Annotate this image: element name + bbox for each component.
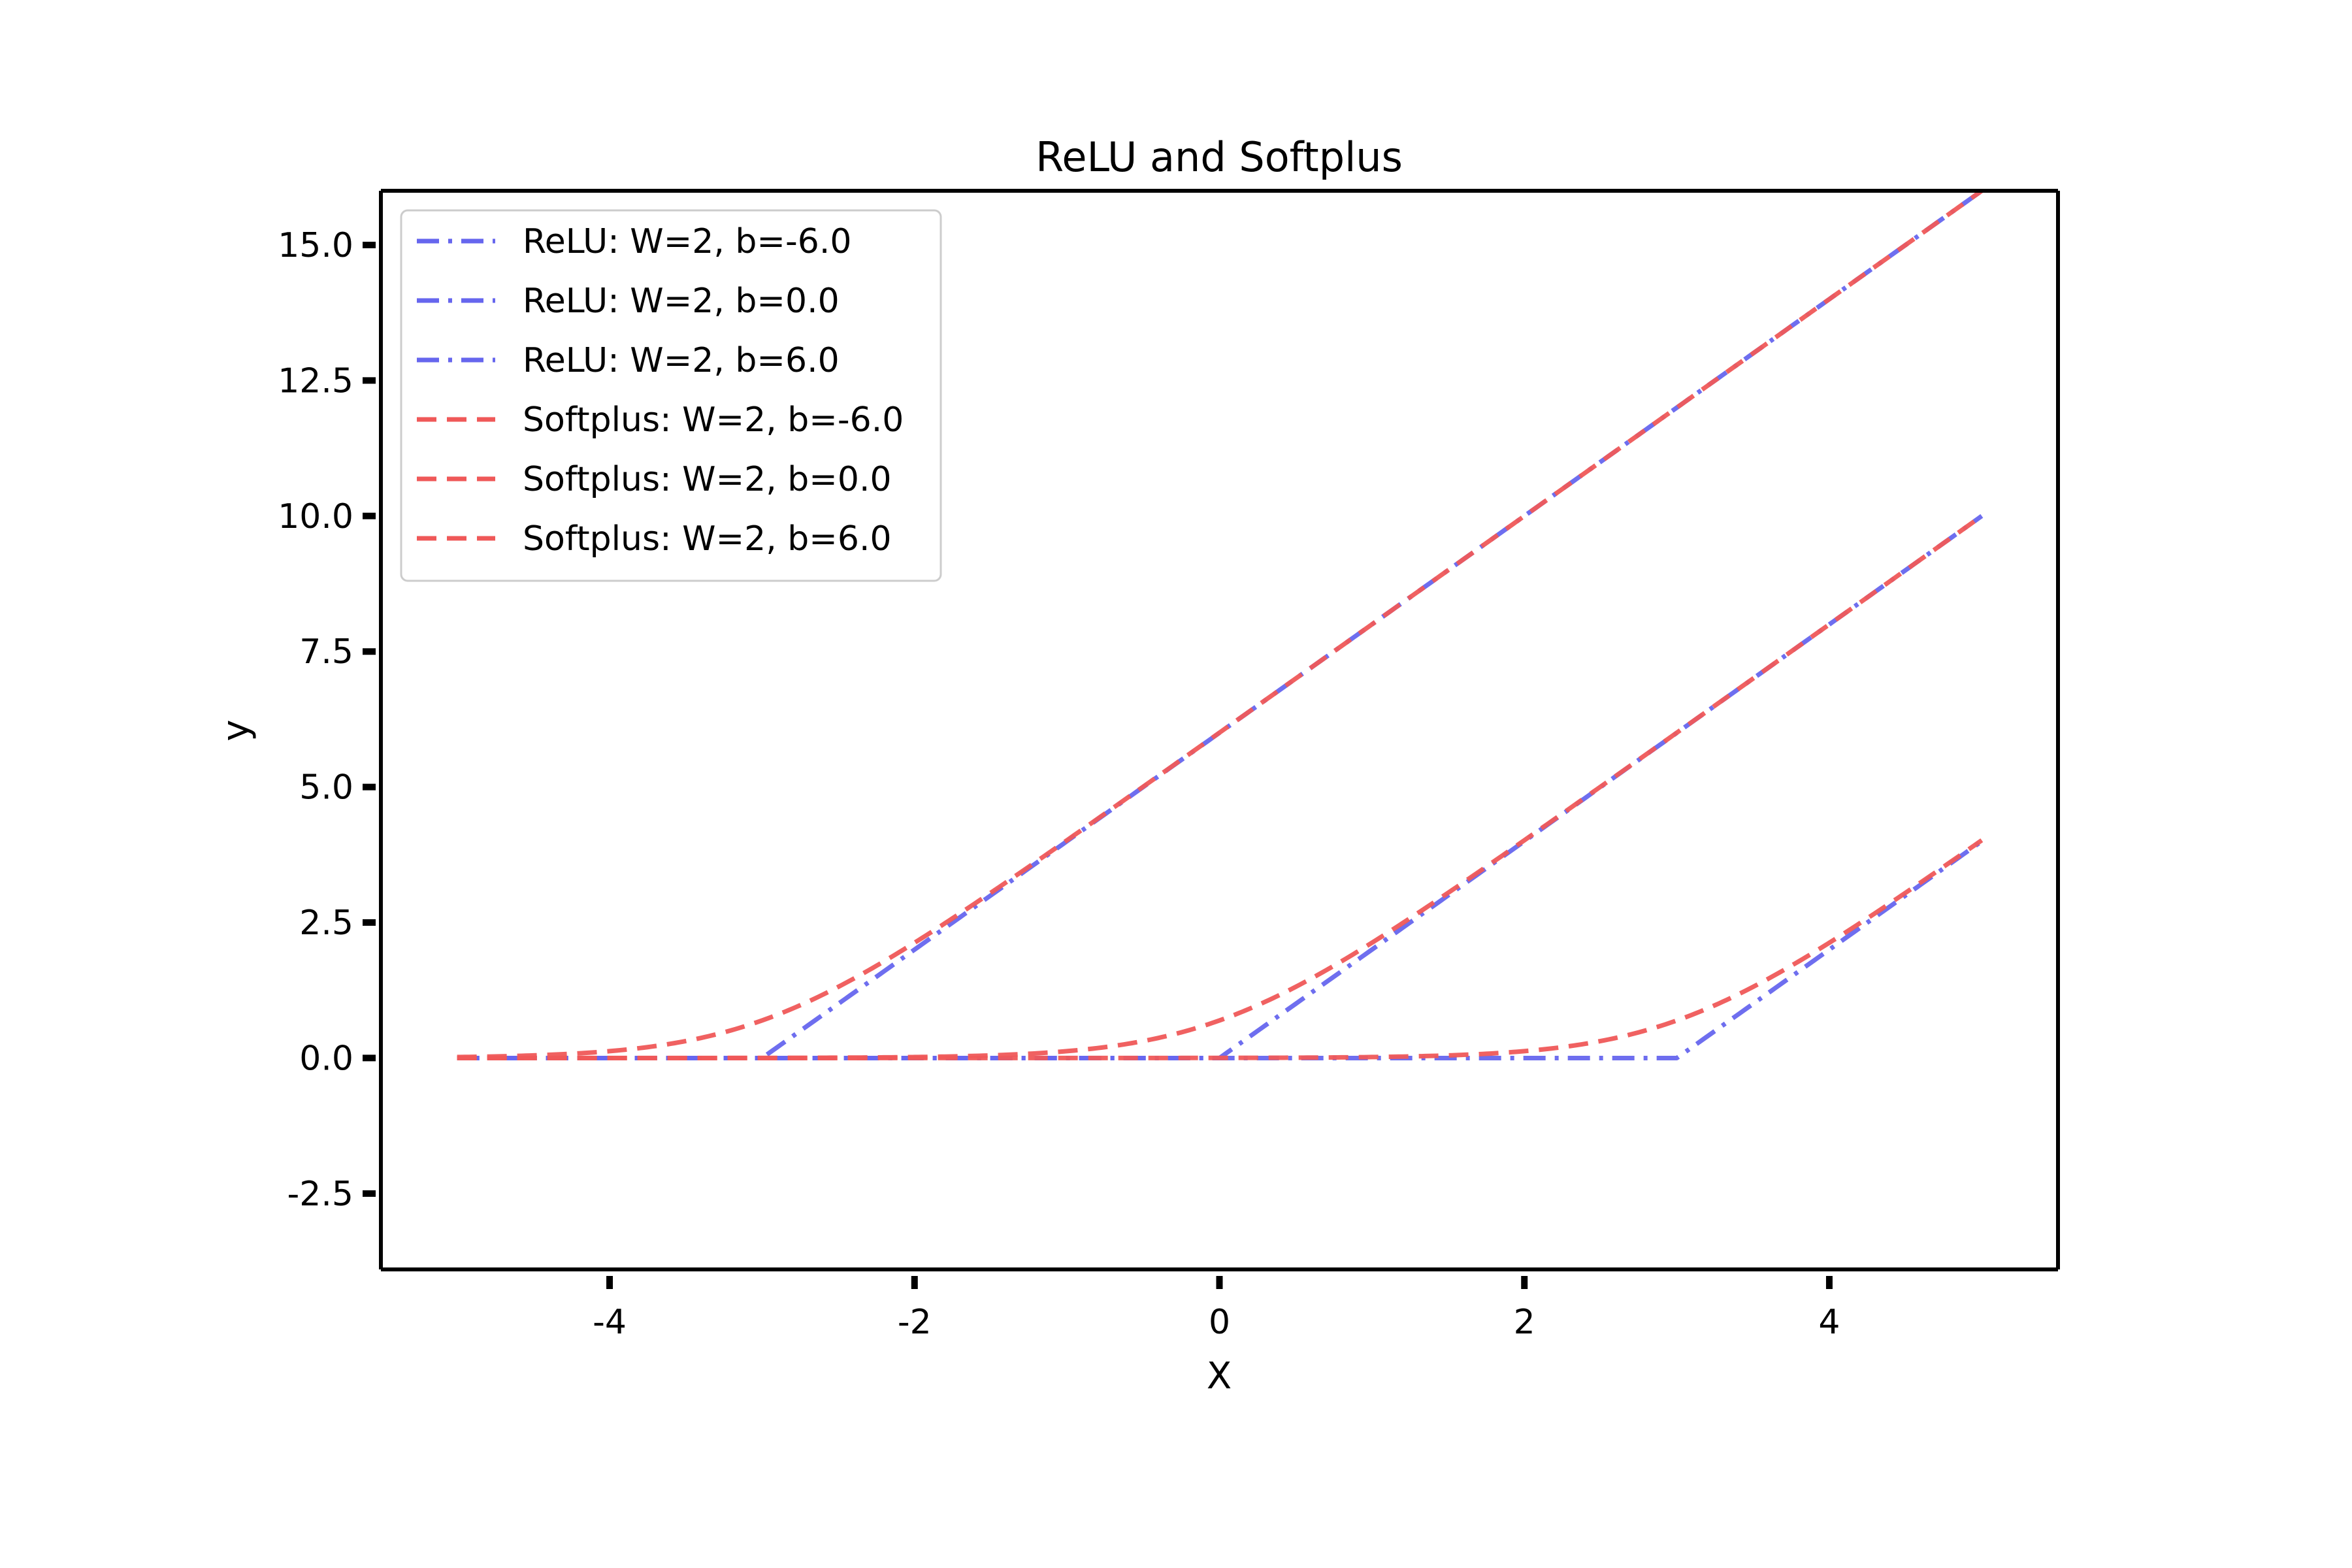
legend-items: ReLU: W=2, b=-6.0 ReLU: W=2, b=0.0 ReLU: W… (417, 222, 904, 559)
chart-title: ReLU and Softplus (1036, 133, 1403, 181)
series-line-softplus-4 (457, 514, 1984, 1060)
plot-frame (379, 189, 2060, 1271)
series-line-softplus-5 (457, 191, 1984, 1060)
legend-label-0: ReLU: W=2, b=-6.0 (523, 222, 851, 261)
x-tick-label: -4 (593, 1303, 627, 1342)
legend-box (400, 209, 942, 582)
y-axis-label: y (215, 719, 257, 741)
legend: ReLU: W=2, b=-6.0 ReLU: W=2, b=0.0 ReLU: W… (400, 209, 942, 582)
y-tick-label: 7.5 (299, 632, 353, 672)
legend-label-2: ReLU: W=2, b=6.0 (523, 341, 840, 380)
series-layer (457, 191, 1984, 1060)
x-tick-label: -2 (898, 1303, 932, 1342)
x-tick-label: 0 (1209, 1303, 1230, 1342)
x-axis-ticks: -4 -2 0 2 4 (593, 1276, 1840, 1342)
legend-label-1: ReLU: W=2, b=0.0 (523, 282, 840, 321)
y-tick-label: 0.0 (299, 1039, 353, 1078)
legend-label-3: Softplus: W=2, b=-6.0 (523, 400, 904, 440)
y-tick-label: 5.0 (299, 768, 353, 808)
x-tick-label: 2 (1514, 1303, 1535, 1342)
y-tick-label: 15.0 (278, 226, 353, 265)
y-axis-ticks: -2.5 0.0 2.5 5.0 7.5 10.0 12.5 15.0 (278, 226, 376, 1214)
y-tick-label: 12.5 (278, 361, 353, 400)
legend-label-4: Softplus: W=2, b=0.0 (523, 460, 892, 499)
y-tick-label: 2.5 (299, 904, 353, 943)
x-axis-label: X (1207, 1355, 1232, 1397)
y-tick-label: -2.5 (287, 1175, 353, 1214)
y-tick-label: 10.0 (278, 497, 353, 536)
legend-label-5: Softplus: W=2, b=6.0 (523, 519, 892, 559)
x-tick-label: 4 (1818, 1303, 1840, 1342)
